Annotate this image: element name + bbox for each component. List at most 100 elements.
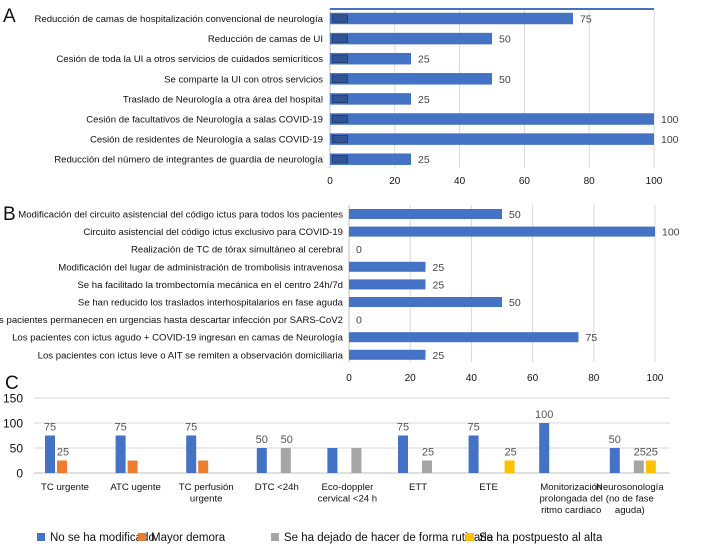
panel-label-c: C — [5, 373, 19, 394]
panel-c-value-label: 75 — [397, 422, 409, 434]
panel-b-category-label: Realización de TC de tórax simultáneo al… — [131, 245, 343, 256]
panel-b-bar — [349, 209, 502, 219]
panel-c-bar — [198, 460, 209, 473]
panel-a-value-label: 75 — [580, 14, 592, 26]
panel-a-category-label: Reducción del número de integrantes de g… — [54, 155, 323, 166]
panel-c-bar — [539, 423, 550, 473]
panel-b-category-label: Los pacientes con ictus leve o AIT se re… — [38, 350, 344, 361]
panel-c-value-label: 25 — [646, 447, 658, 459]
panel-label-b: B — [3, 204, 16, 225]
panel-c-value-label: 25 — [57, 447, 69, 459]
panel-b-value-label: 25 — [433, 279, 445, 291]
panel-a-bar — [330, 133, 654, 145]
panel-b-category-label: Los pacientes con ictus agudo + COVID-19… — [12, 333, 344, 344]
panel-a-bar-marker — [332, 94, 348, 104]
panel-c-bar — [115, 435, 126, 473]
panel-label-a: A — [3, 6, 16, 27]
panel-c-bar — [398, 435, 408, 473]
panel-b-value-label: 50 — [509, 209, 521, 221]
panel-a-bar-marker — [332, 34, 348, 43]
panel-a-value-label: 25 — [418, 154, 430, 166]
panel-a-bar-marker — [332, 134, 348, 144]
panel-b-x-tick: 0 — [346, 373, 352, 384]
panel-a-value-label: 25 — [418, 94, 430, 106]
panel-c-bar — [633, 460, 644, 473]
panel-c-value-label: 50 — [256, 434, 268, 446]
panel-a-bar — [330, 73, 492, 85]
panel-c-value-label: 50 — [609, 434, 621, 446]
panel-a-category-label: Cesión de toda la UI a otros servicios d… — [56, 54, 323, 65]
panel-b-bar — [349, 332, 579, 343]
panel-b-x-tick: 60 — [527, 373, 539, 384]
panel-c-category-label: DTC <24h — [255, 482, 299, 493]
panel-c-category-label: cervical <24 h — [318, 494, 377, 505]
panel-a-x-tick: 80 — [584, 176, 596, 187]
panel-b-value-label: 0 — [356, 244, 362, 256]
panel-a-x-tick: 60 — [519, 176, 531, 187]
panel-a-category-label: Reducción de camas de hospitalización co… — [34, 14, 323, 25]
panel-a-bar — [330, 153, 411, 165]
panel-c-legend-label: Se ha postpuesto al alta — [479, 532, 603, 544]
panel-b-value-label: 25 — [433, 350, 445, 362]
panel-a-category-label: Se comparte la UI con otros servicios — [164, 74, 323, 85]
panel-b-category-label: Se ha facilitado la trombectomía mecánic… — [77, 280, 343, 291]
panel-a-bar-marker — [332, 54, 348, 63]
panel-c-legend-swatch — [271, 533, 279, 541]
panel-a-value-label: 50 — [499, 74, 511, 86]
panel-c-legend-label: Mayor demora — [151, 532, 226, 544]
panel-c-bar — [468, 435, 479, 473]
panel-c-category-label: Monitorización — [540, 482, 602, 493]
panel-c-value-label: 25 — [504, 447, 516, 459]
panel-a-x-tick: 100 — [646, 176, 663, 187]
panel-b-value-label: 0 — [356, 315, 362, 327]
panel-c-category-label: urgente — [190, 494, 223, 505]
panel-c-bar — [422, 460, 432, 473]
panel-c-y-tick: 100 — [3, 417, 23, 431]
panel-c-value-label: 100 — [535, 409, 553, 421]
panel-c-bar — [57, 460, 67, 473]
panel-c-category-label: (no de fase — [606, 494, 654, 505]
panel-c-bar — [645, 460, 656, 473]
panel-b-category-label: Modificación del circuito asistencial de… — [18, 210, 343, 221]
panel-a-category-label: Cesión de facultativos de Neurología a s… — [86, 115, 323, 126]
panel-c-category-label: Neurosonología — [596, 482, 664, 493]
panel-c-value-label: 75 — [467, 422, 479, 434]
panel-b-category-label: Circuito asistencial del código ictus ex… — [83, 227, 343, 238]
panel-b-bar — [349, 297, 502, 307]
panel-a-bar-marker — [332, 74, 348, 83]
panel-a-value-label: 25 — [418, 54, 430, 66]
panel-b-x-tick: 20 — [405, 373, 417, 384]
panel-c-value-label: 75 — [185, 422, 197, 434]
panel-b-value-label: 100 — [662, 227, 680, 239]
panel-c-category-label: ritmo cardiaco — [541, 505, 601, 516]
panel-a-value-label: 100 — [661, 134, 679, 146]
panel-c-category-label: ETE — [479, 482, 498, 493]
panel-c-category-label: ATC ugente — [110, 482, 160, 493]
panel-b-bar — [349, 279, 426, 290]
panel-b-bar — [349, 226, 655, 237]
panel-c-bar — [256, 448, 267, 473]
panel-a-bar-marker — [332, 114, 348, 124]
panel-b-value-label: 75 — [586, 332, 598, 344]
panel-c-bar — [351, 448, 362, 473]
panel-c-bar — [186, 435, 197, 473]
panel-c-category-label: aguda) — [615, 505, 645, 516]
panel-c-bar — [609, 448, 620, 473]
panel-b-value-label: 25 — [433, 262, 445, 274]
panel-a-bar — [330, 32, 492, 45]
panel-c-y-tick: 50 — [10, 442, 24, 456]
panel-a-value-label: 50 — [499, 34, 511, 46]
panel-a-bar — [330, 93, 411, 105]
panel-c-value-label: 25 — [422, 447, 434, 459]
panel-a-bar — [330, 12, 573, 25]
panel-b-x-tick: 80 — [588, 373, 600, 384]
panel-c-bar — [45, 435, 55, 473]
panel-a-value-label: 100 — [661, 114, 679, 126]
panel-b-bar — [349, 261, 426, 272]
panel-a-x-tick: 20 — [389, 176, 401, 187]
panel-c-legend-swatch — [466, 533, 474, 541]
panel-b-x-tick: 40 — [466, 373, 478, 384]
panel-c-category-label: TC perfusión — [179, 482, 234, 493]
panel-c-bar — [327, 448, 338, 473]
panel-a-category-label: Traslado de Neurología a otra área del h… — [123, 94, 323, 105]
